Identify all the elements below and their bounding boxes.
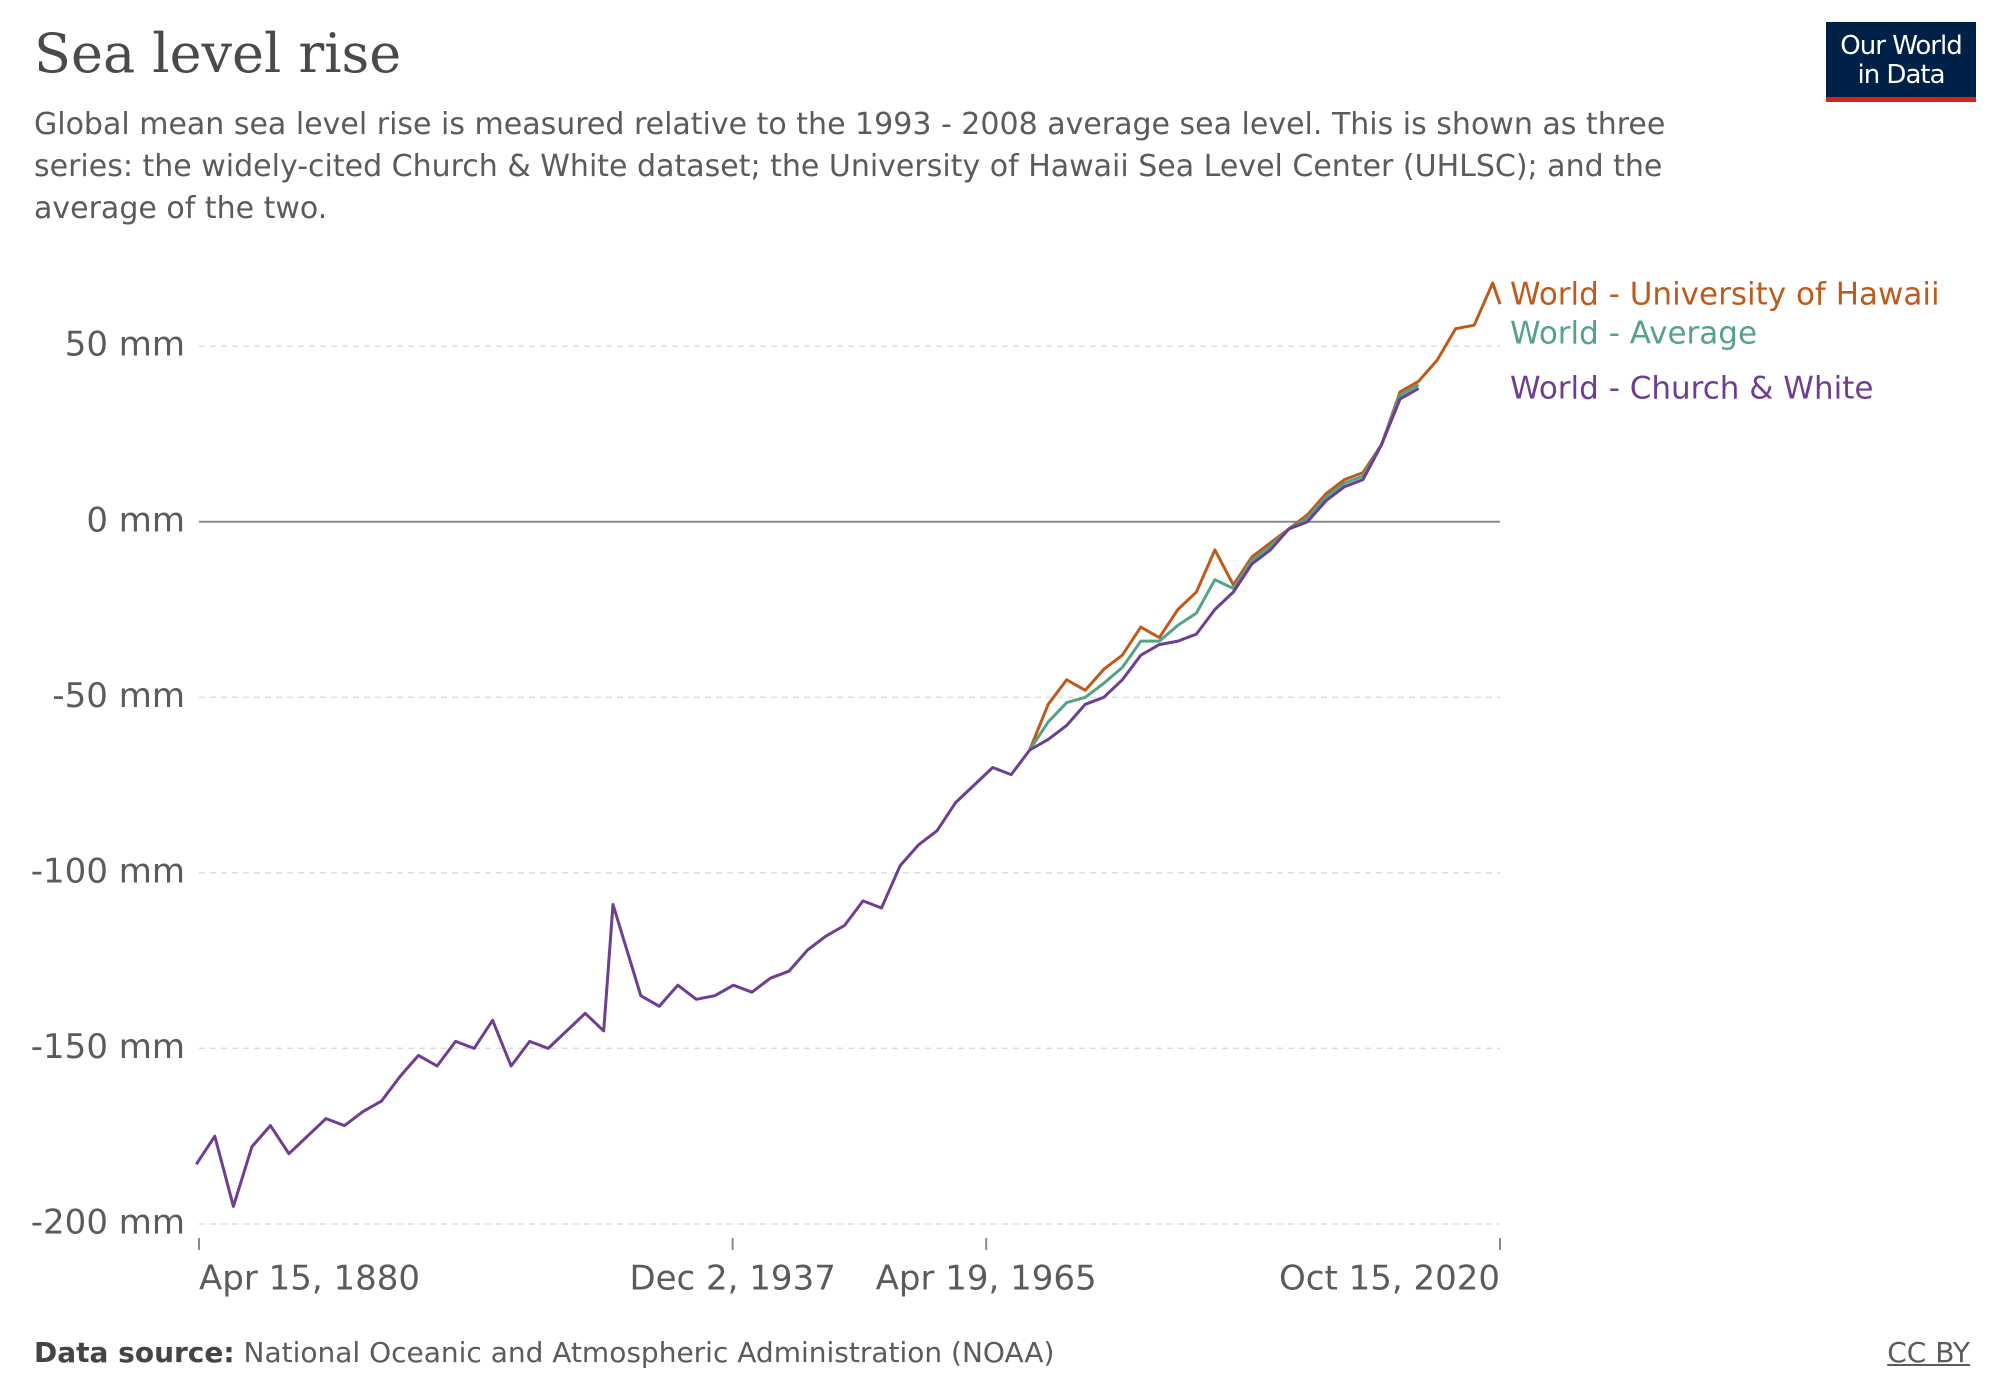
x-tick-label: Oct 15, 2020 <box>1279 1259 1500 1299</box>
y-tick-label: -200 mm <box>31 1202 185 1242</box>
x-tick-label: Apr 19, 1965 <box>876 1259 1097 1299</box>
logo-line: in Data <box>1857 60 1945 90</box>
y-tick-label: 0 mm <box>86 500 185 540</box>
logo[interactable]: Our World in Data <box>1826 22 1976 102</box>
y-tick-label: -150 mm <box>31 1027 185 1067</box>
title: Sea level rise <box>34 22 402 85</box>
legend-label: World - University of Hawaii <box>1510 277 1940 313</box>
subtitle: Global mean sea level rise is measured r… <box>34 107 1666 226</box>
y-tick-label: 50 mm <box>65 325 185 365</box>
source: National Oceanic and Atmospheric Adminis… <box>243 1336 1055 1369</box>
license-link[interactable]: CC BY <box>1887 1336 1970 1369</box>
series-line <box>1028 383 1420 751</box>
x-tick-label: Apr 15, 1880 <box>199 1259 420 1299</box>
logo-line: Our World <box>1840 31 1962 61</box>
y-tick-label: -100 mm <box>31 851 185 891</box>
footer: Data source: National Oceanic and Atmosp… <box>34 1336 1054 1369</box>
legend-label: World - Church & White <box>1510 371 1873 407</box>
series-line <box>1028 281 1502 751</box>
y-tick-label: -50 mm <box>52 676 185 716</box>
x-tick-label: Dec 2, 1937 <box>629 1259 835 1299</box>
legend-label: World - Average <box>1510 316 1757 352</box>
source-label: Data source: <box>34 1336 235 1369</box>
series-line <box>195 387 1420 1208</box>
